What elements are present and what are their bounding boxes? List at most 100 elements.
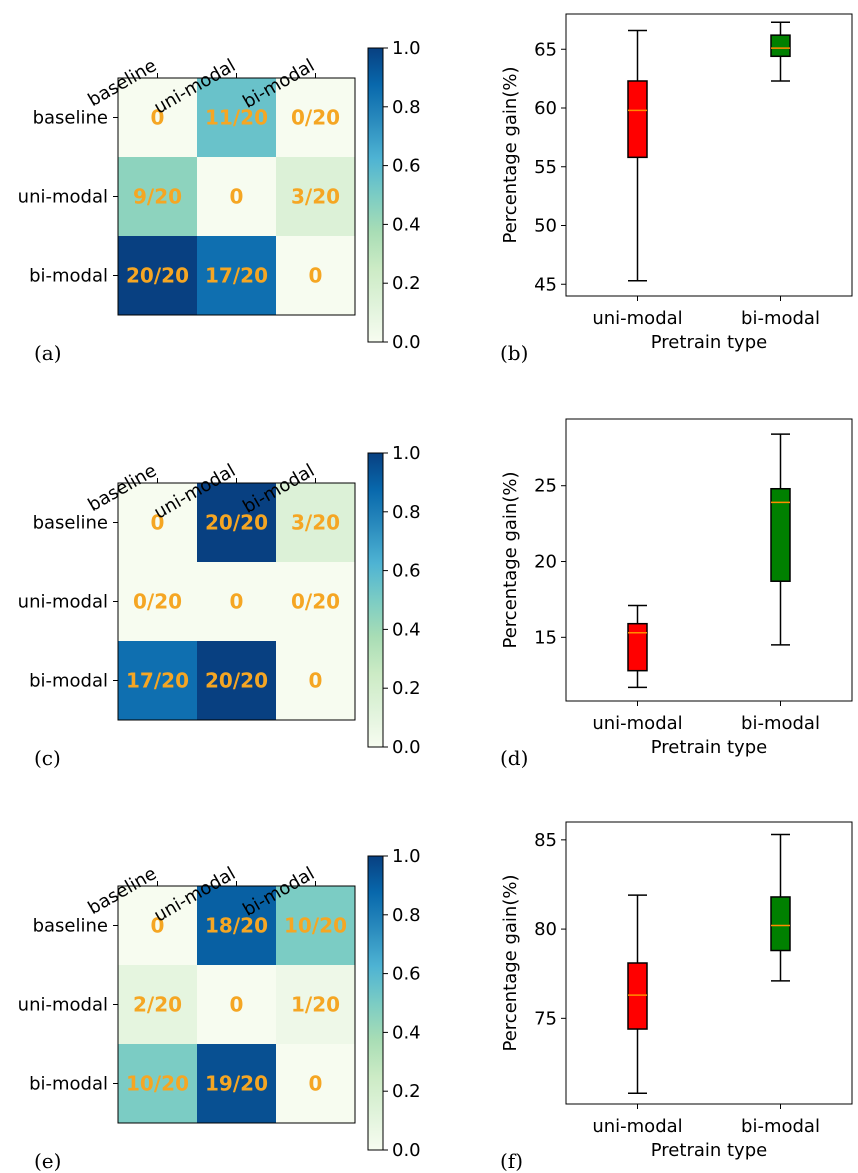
- colorbar-tick-label: 0.4: [392, 1022, 421, 1043]
- colorbar-tick-label: 0.4: [392, 619, 421, 640]
- heatmap-cell-label: 20/20: [205, 669, 268, 693]
- panel-label: (a): [34, 341, 62, 365]
- heatmap-cell: [197, 641, 276, 720]
- heatmap-cell: [276, 78, 355, 157]
- heatmap-row-label: uni-modal: [18, 592, 108, 613]
- heatmap-cell-label: 0: [309, 669, 323, 693]
- heatmap-cell-label: 0: [151, 511, 165, 535]
- heatmap-row-label: baseline: [33, 916, 108, 937]
- y-axis-label: Percentage gain(%): [500, 472, 521, 649]
- y-tick-label: 65: [534, 39, 557, 60]
- x-axis-label: Pretrain type: [651, 332, 767, 353]
- heatmap-cell-label: 0: [151, 914, 165, 938]
- colorbar: [367, 855, 384, 1151]
- heatmap-cell: [276, 641, 355, 720]
- heatmap-cell-label: 0/20: [291, 590, 340, 614]
- heatmap-cell-label: 0: [230, 993, 244, 1017]
- heatmap-row-label: uni-modal: [18, 187, 108, 208]
- panel-label: (e): [34, 1149, 61, 1173]
- colorbar-tick-label: 1.0: [392, 38, 421, 59]
- heatmap-cell-label: 2/20: [133, 993, 182, 1017]
- heatmap-cell-label: 0: [309, 264, 323, 288]
- heatmap-cell: [197, 483, 276, 562]
- colorbar-tick-label: 0.0: [392, 737, 421, 758]
- colorbar-tick-label: 1.0: [392, 846, 421, 867]
- heatmap-cell: [276, 157, 355, 236]
- heatmap-cell-label: 20/20: [126, 264, 189, 288]
- panel-label: (b): [500, 341, 528, 365]
- heatmap-cell-label: 10/20: [284, 914, 347, 938]
- heatmap-cell: [197, 965, 276, 1044]
- heatmap-cell-label: 3/20: [291, 511, 340, 535]
- heatmap-panel-2: 0 20/20 3/20 0/20 0 0/20 17/20 20/20 0 baseline un…: [18, 443, 421, 770]
- x-tick-label: uni-modal: [592, 308, 682, 329]
- heatmap-cell-label: 0: [230, 185, 244, 209]
- colorbar-tick-label: 0.6: [392, 156, 421, 177]
- y-tick-label: 45: [534, 274, 557, 295]
- y-tick-label: 20: [534, 552, 557, 573]
- plot-frame: [565, 821, 853, 1105]
- box-bi-modal: [770, 487, 791, 582]
- heatmap-cell: [118, 965, 197, 1044]
- heatmap-row-label: bi-modal: [29, 1074, 108, 1095]
- box-uni-modal: [627, 622, 648, 672]
- colorbar-tick-label: 0.8: [392, 502, 421, 523]
- heatmap-panel-0: 0 11/20 0/20 9/20 0 3/20 20/20 17/20 0 baseline un…: [18, 38, 421, 365]
- heatmap-row-label: uni-modal: [18, 995, 108, 1016]
- heatmap-cell-label: 0: [230, 590, 244, 614]
- plot-frame: [565, 418, 853, 702]
- colorbar: [367, 47, 384, 343]
- y-axis-label: Percentage gain(%): [500, 875, 521, 1052]
- heatmap-cell-label: 17/20: [205, 264, 268, 288]
- colorbar-tick-label: 0.6: [392, 964, 421, 985]
- heatmap-row-label: baseline: [33, 513, 108, 534]
- heatmap-cell: [197, 78, 276, 157]
- heatmap-cell: [118, 483, 197, 562]
- colorbar-tick-label: 1.0: [392, 443, 421, 464]
- heatmap-cell: [118, 78, 197, 157]
- box-uni-modal: [627, 80, 648, 159]
- heatmap-cell: [118, 1044, 197, 1123]
- heatmap-cell: [118, 641, 197, 720]
- heatmap-cell: [276, 886, 355, 965]
- colorbar-tick-label: 0.0: [392, 1140, 421, 1161]
- heatmap-cell-label: 0/20: [133, 590, 182, 614]
- heatmap-cell-label: 11/20: [205, 106, 268, 130]
- heatmap-cell: [276, 483, 355, 562]
- x-axis-label: Pretrain type: [651, 737, 767, 758]
- panel-label: (f): [500, 1149, 523, 1173]
- colorbar-tick-label: 0.2: [392, 678, 421, 699]
- boxplot-panel-5: 75 80 85 uni-modal bi-modal Pretrain type Perc…: [500, 821, 853, 1173]
- y-tick-label: 25: [534, 476, 557, 497]
- x-axis-label: Pretrain type: [651, 1140, 767, 1161]
- heatmap-cell: [197, 562, 276, 641]
- colorbar-tick-label: 0.2: [392, 273, 421, 294]
- colorbar: [367, 452, 384, 748]
- heatmap-cell-label: 3/20: [291, 185, 340, 209]
- x-tick-label: bi-modal: [741, 1116, 820, 1137]
- heatmap-panel-4: 0 18/20 10/20 2/20 0 1/20 10/20 19/20 0 baseline u…: [18, 846, 421, 1173]
- heatmap-cell-label: 0: [151, 106, 165, 130]
- heatmap-cell: [118, 562, 197, 641]
- y-tick-label: 50: [534, 216, 557, 237]
- heatmap-cell-label: 19/20: [205, 1072, 268, 1096]
- boxplot-panel-1: 45 50 55 60 65 uni-modal bi-modal Pretrain type…: [500, 13, 853, 365]
- heatmap-cell: [276, 1044, 355, 1123]
- heatmap-cell: [118, 886, 197, 965]
- heatmap-cell: [276, 236, 355, 315]
- box-bi-modal: [770, 34, 791, 58]
- colorbar-tick-label: 0.8: [392, 97, 421, 118]
- heatmap-cell: [276, 965, 355, 1044]
- panel-label: (c): [34, 746, 61, 770]
- heatmap-cell-label: 0/20: [291, 106, 340, 130]
- panel-label: (d): [500, 746, 528, 770]
- x-tick-label: uni-modal: [592, 1116, 682, 1137]
- colorbar-tick-label: 0.8: [392, 905, 421, 926]
- y-tick-label: 75: [534, 1008, 557, 1029]
- heatmap-cell: [118, 157, 197, 236]
- x-tick-label: uni-modal: [592, 713, 682, 734]
- heatmap-cell: [197, 886, 276, 965]
- heatmap-cell-label: 17/20: [126, 669, 189, 693]
- x-tick-label: bi-modal: [741, 713, 820, 734]
